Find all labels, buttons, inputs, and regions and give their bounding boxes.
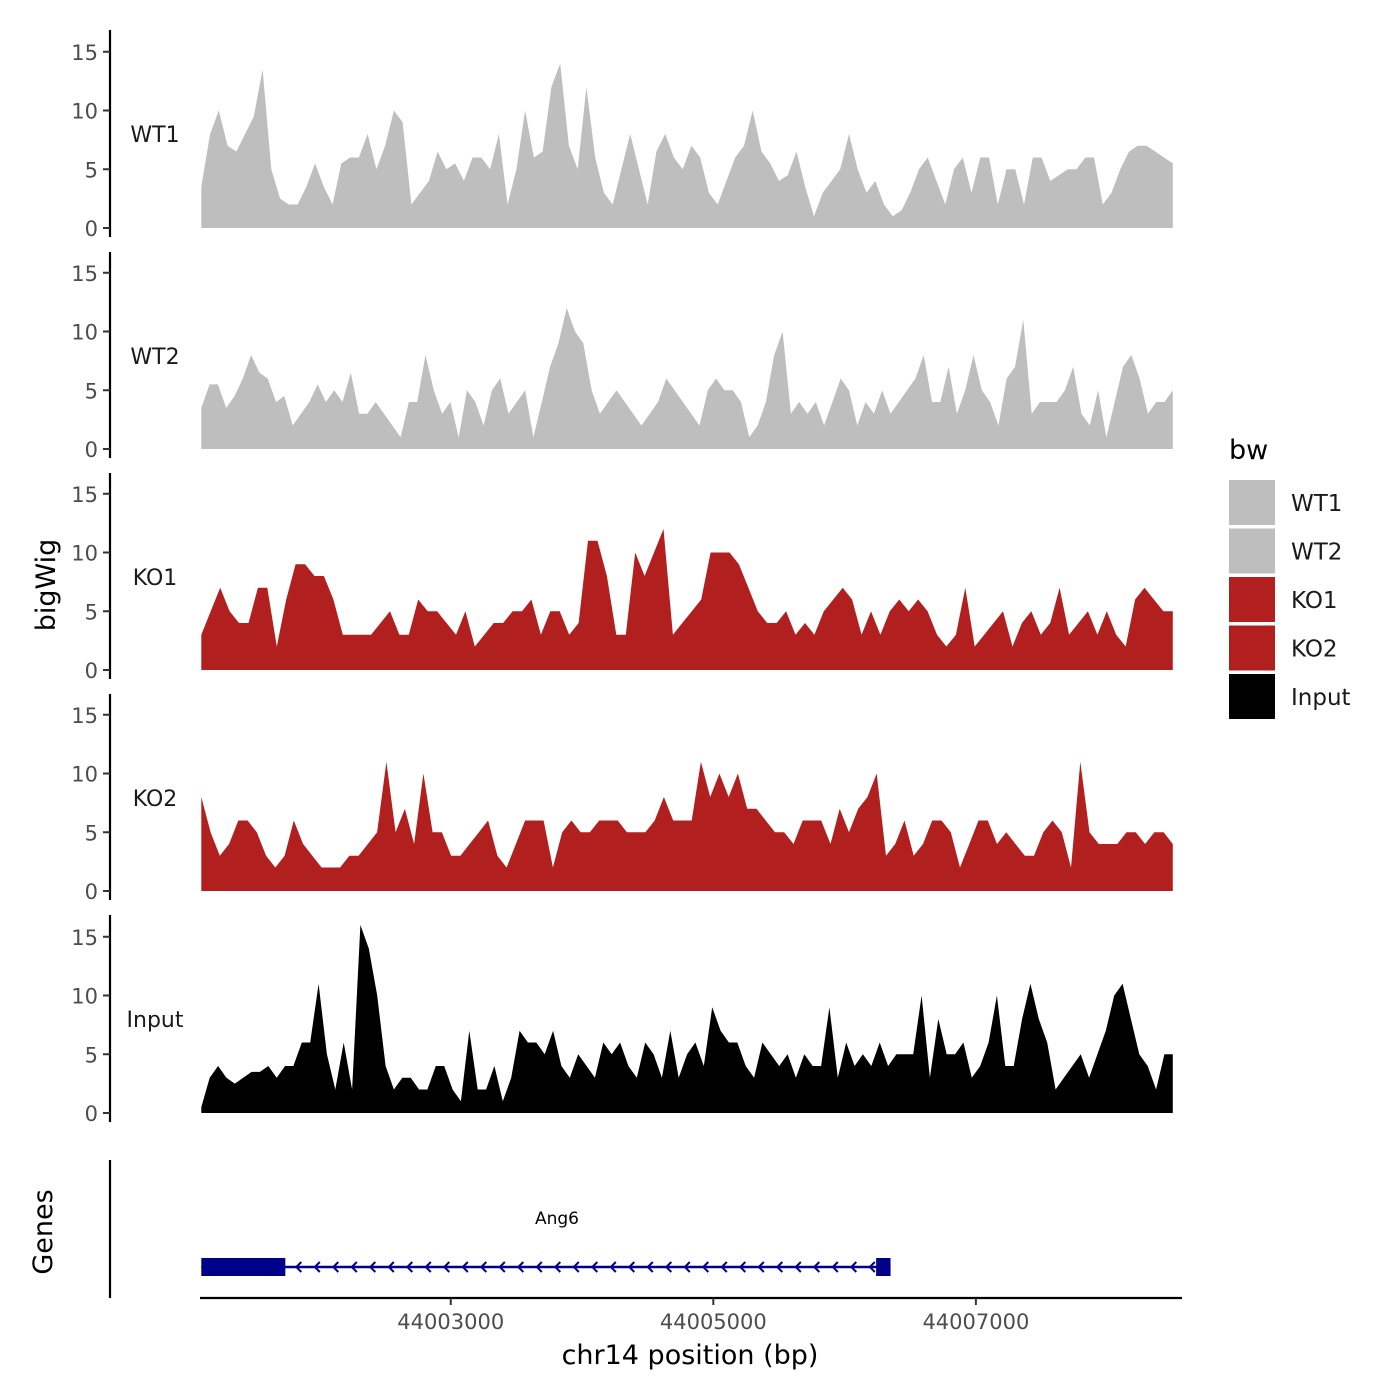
y-tick-label: 15 [71,483,98,507]
strand-arrow [294,1261,303,1273]
strand-arrow [461,1261,469,1273]
gene-exon [876,1258,891,1276]
y-tick-label: 10 [71,763,98,787]
y-tick-label: 0 [85,880,98,904]
legend-label: Input [1291,685,1351,711]
track-label-wt1: WT1 [130,123,179,148]
y-tick-label: 10 [71,985,98,1009]
legend-label: KO1 [1291,588,1338,614]
x-tick-label: 44003000 [397,1310,504,1334]
area-wt1 [201,63,1173,228]
strand-arrow [664,1261,673,1273]
track-label-ko2: KO2 [133,787,178,812]
area-input [201,925,1173,1113]
strand-arrow [646,1261,654,1273]
x-axis: 44003000 44005000 44007000 [200,1296,1182,1334]
legend-item-wt2: WT2 [1229,528,1342,574]
area-wt2 [201,308,1173,449]
y-tick-label: 5 [85,821,98,845]
y-tick-label: 15 [71,926,98,950]
track-wt1: 0 5 10 15 WT1 [71,30,1173,241]
legend: bw WT1 WT2 KO1 KO2 Input [1229,435,1351,719]
legend-swatch [1229,577,1275,622]
legend-swatch [1229,480,1275,525]
y-tick-label: 15 [71,704,98,728]
strand-arrow [535,1261,543,1273]
y-tick-label: 10 [71,100,98,124]
track-label-wt2: WT2 [130,345,179,370]
strand-arrow [738,1261,747,1273]
strand-arrow [498,1261,506,1273]
y-tick-label: 5 [85,1043,98,1067]
track-input: 0 5 10 15 Input [71,915,1173,1126]
y-axis-title: bigWig [31,539,62,632]
strand-arrow [794,1261,802,1273]
y-tick-label: 15 [71,41,98,65]
y-tick-label: 10 [71,542,98,566]
y-tick-label: 10 [71,321,98,345]
strand-arrow [553,1261,562,1273]
strand-arrow [849,1261,858,1273]
strand-arrow [350,1261,358,1273]
strand-arrow [479,1261,488,1273]
strand-arrow [831,1261,839,1273]
strand-arrow [812,1261,821,1273]
gene-exon [201,1258,286,1276]
strand-arrow [720,1261,728,1273]
legend-swatch [1229,528,1275,574]
area-ko1 [201,529,1173,670]
legend-item-wt1: WT1 [1229,480,1342,525]
strand-arrow [572,1261,580,1273]
strand-arrow [405,1261,414,1273]
legend-item-input: Input [1229,674,1351,719]
legend-swatch [1229,625,1275,671]
strand-arrow [627,1261,636,1273]
x-tick-label: 44005000 [660,1310,767,1334]
y-tick-label: 5 [85,158,98,182]
strand-arrow [313,1261,321,1273]
strand-arrow [701,1261,710,1273]
legend-item-ko2: KO2 [1229,625,1338,671]
strand-arrow [516,1261,525,1273]
tracks: 0 5 10 15 WT1 0 5 10 15 WT2 0 5 10 15 KO1 0 5 10 15 KO2 0 5 10… [71,30,1173,1126]
track-wt2: 0 5 10 15 WT2 [71,252,1173,462]
track-ko1: 0 5 10 15 KO1 [71,473,1173,683]
x-tick-label: 44007000 [922,1310,1029,1334]
gene-label: Ang6 [535,1209,579,1229]
track-label-input: Input [127,1008,184,1033]
track-label-ko1: KO1 [133,566,178,591]
strand-arrow [590,1261,599,1273]
strand-arrow [331,1261,340,1273]
area-ko2 [201,761,1173,891]
strand-arrow [387,1261,395,1273]
strand-arrow [683,1261,691,1273]
y-tick-label: 5 [85,600,98,624]
legend-title: bw [1229,435,1268,466]
y-tick-label: 0 [85,217,98,241]
legend-swatch [1229,674,1275,719]
strand-arrow [368,1261,377,1273]
genes-axis-title: Genes [28,1189,59,1274]
genes-panel: Ang6 [108,1160,891,1298]
strand-arrow [775,1261,784,1273]
legend-label: WT1 [1291,491,1342,517]
y-tick-label: 15 [71,262,98,286]
legend-label: KO2 [1291,637,1338,663]
y-tick-label: 0 [85,659,98,683]
strand-arrow [442,1261,451,1273]
legend-label: WT2 [1291,540,1342,566]
strand-arrow [868,1261,876,1273]
y-tick-label: 5 [85,379,98,403]
y-tick-label: 0 [85,1102,98,1126]
track-ko2: 0 5 10 15 KO2 [71,694,1173,904]
strand-arrow [757,1261,765,1273]
strand-arrow [424,1261,432,1273]
legend-item-ko1: KO1 [1229,577,1338,622]
y-tick-label: 0 [85,438,98,462]
strand-arrow [609,1261,617,1273]
x-axis-title: chr14 position (bp) [562,1340,819,1371]
